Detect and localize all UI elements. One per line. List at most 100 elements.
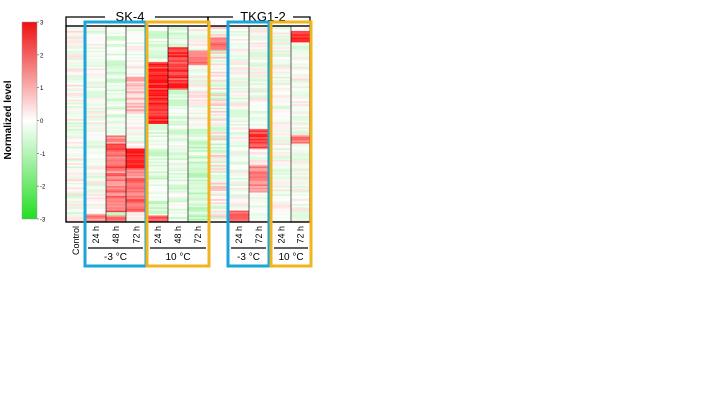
heatmap-cell — [210, 48, 229, 51]
column-label: 24 h — [277, 226, 287, 244]
heatmap-cell — [126, 210, 147, 213]
heatmap-cell — [188, 215, 208, 218]
heatmap-cell — [148, 57, 168, 59]
heatmap-cell — [126, 78, 147, 81]
heatmap-cell — [126, 140, 147, 143]
heatmap-cell — [229, 199, 249, 201]
heatmap-cell — [210, 197, 229, 200]
heatmap-cell — [291, 35, 310, 38]
heatmap-cell — [126, 112, 147, 115]
heatmap-cell — [291, 215, 310, 218]
heatmap-cell — [126, 97, 147, 100]
heatmap-cell — [168, 205, 188, 208]
heatmap-cell — [86, 39, 106, 41]
heatmap-cell — [229, 76, 249, 79]
heatmap-cell — [210, 68, 229, 71]
heatmap-cell — [291, 115, 310, 118]
heatmap-cell — [210, 94, 229, 97]
heatmap-cell — [86, 86, 106, 89]
heatmap-cell — [148, 86, 168, 89]
heatmap-cell — [106, 68, 126, 71]
condition-group-label: -3 °C — [237, 252, 260, 263]
heatmap-cell — [249, 137, 269, 139]
heatmap-cell — [86, 78, 106, 81]
heatmap-cell — [168, 107, 188, 110]
heatmap-cell — [188, 112, 208, 115]
heatmap-cell — [106, 179, 126, 182]
heatmap-cell — [148, 200, 168, 203]
heatmap-cell — [210, 151, 229, 154]
heatmap-cell — [188, 29, 208, 32]
heatmap-cell — [168, 208, 188, 211]
heatmap-cell — [148, 143, 168, 146]
heatmap-cell — [86, 176, 106, 179]
heatmap-cell — [210, 76, 229, 79]
heatmap-cell — [106, 168, 126, 170]
heatmap-cell — [229, 42, 249, 45]
heatmap-cell — [148, 199, 168, 201]
heatmap-cell — [86, 29, 106, 32]
heatmap-cell — [86, 184, 106, 187]
heatmap-cell — [66, 57, 86, 59]
heatmap-cell — [106, 120, 126, 123]
heatmap-cell — [148, 122, 168, 125]
heatmap-cell — [66, 117, 86, 120]
heatmap-cell — [188, 166, 208, 169]
heatmap-cell — [210, 91, 229, 94]
heatmap-cell — [86, 43, 106, 46]
heatmap-cell — [272, 177, 291, 180]
heatmap-cell — [291, 210, 310, 213]
heatmap-cell — [249, 114, 269, 117]
heatmap-cell — [188, 141, 208, 144]
heatmap-cell — [272, 122, 291, 125]
heatmap-cell — [229, 166, 249, 169]
heatmap-cell — [249, 210, 269, 213]
heatmap-cell — [229, 107, 249, 110]
heatmap-cell — [210, 73, 229, 76]
heatmap-cell — [86, 47, 106, 50]
heatmap-cell — [106, 84, 126, 87]
heatmap-cell — [272, 86, 291, 89]
heatmap-cell — [66, 168, 86, 170]
heatmap-cell — [148, 171, 168, 174]
heatmap-cell — [291, 101, 310, 103]
heatmap-cell — [106, 140, 126, 143]
heatmap-cell — [106, 124, 126, 126]
heatmap-cell — [188, 143, 208, 146]
heatmap-cell — [66, 78, 86, 81]
heatmap-cell — [272, 176, 291, 179]
heatmap-cell — [66, 205, 86, 208]
heatmap-cell — [126, 166, 147, 169]
heatmap-cell — [249, 215, 269, 218]
heatmap-cell — [168, 169, 188, 172]
heatmap-cell — [66, 197, 86, 200]
heatmap-cell — [66, 79, 86, 82]
heatmap-cell — [272, 141, 291, 144]
heatmap-cell — [126, 190, 147, 193]
heatmap-cell — [126, 132, 147, 134]
heatmap-cell — [188, 47, 208, 50]
condition-groups: -3 °C 10 °C -3 °C 10 °C — [83, 20, 313, 268]
heatmap-cell — [188, 94, 208, 97]
heatmap-cell — [86, 208, 106, 211]
heatmap-cell — [126, 143, 147, 146]
heatmap-cell — [86, 155, 106, 157]
heatmap-cell — [148, 169, 168, 172]
heatmap-cell — [106, 184, 126, 187]
heatmap-cell — [148, 159, 168, 162]
heatmap-cell — [210, 145, 229, 148]
heatmap-cell — [272, 52, 291, 54]
heatmap-cell — [126, 168, 147, 170]
heatmap-cell — [86, 137, 106, 139]
heatmap-cell — [66, 53, 86, 56]
heatmap-cell — [229, 73, 249, 76]
heatmap-cell — [291, 159, 310, 162]
heatmap-cell — [168, 181, 188, 183]
heatmap-cell — [86, 50, 106, 53]
heatmap-cell — [249, 35, 269, 38]
heatmap-cell — [272, 181, 291, 183]
heatmap-cell — [66, 104, 86, 107]
heatmap-cell — [66, 119, 86, 121]
heatmap-cell — [229, 132, 249, 134]
heatmap-cell — [66, 133, 86, 136]
